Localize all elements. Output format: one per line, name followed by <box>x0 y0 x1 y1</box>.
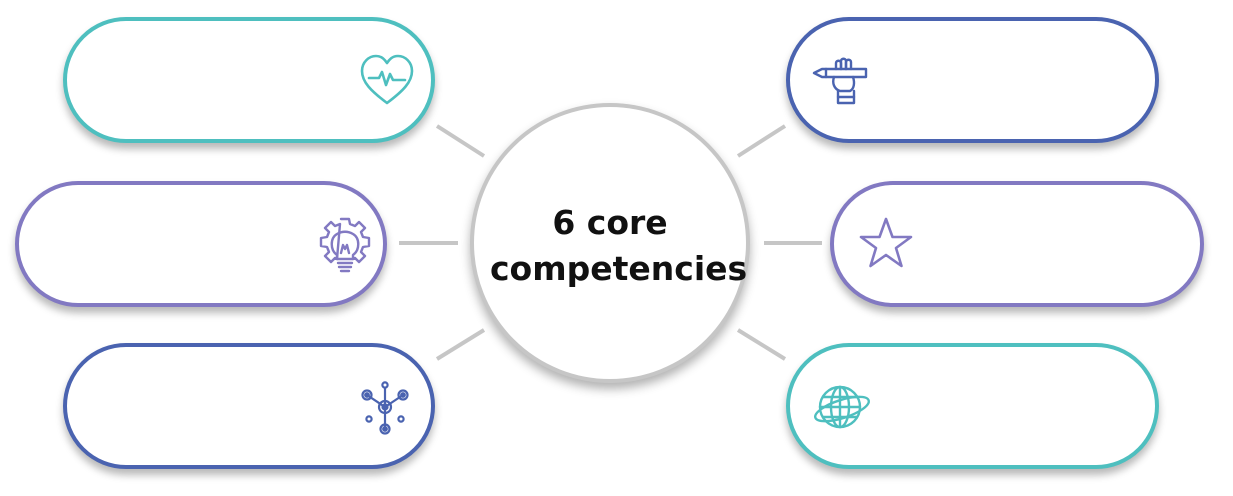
connector-top-right <box>736 124 787 158</box>
network-nodes-icon <box>361 381 409 435</box>
hand-pen-icon <box>812 57 868 105</box>
competency-pill-middle-left <box>15 181 387 307</box>
globe-orbit-icon <box>814 385 870 429</box>
connector-top-left <box>435 124 486 158</box>
competency-pill-bottom-left <box>63 343 435 469</box>
hub-title-line-2: competencies <box>490 249 748 288</box>
hub-title: 6 core competencies <box>490 200 748 292</box>
central-hub-circle: 6 core competencies <box>470 103 750 383</box>
competency-pill-middle-right <box>830 181 1204 307</box>
star-icon <box>859 217 913 268</box>
lightbulb-gear-icon <box>319 217 371 273</box>
connector-bottom-left <box>435 328 486 361</box>
heart-pulse-icon <box>360 54 414 105</box>
competency-pill-top-right <box>786 17 1159 143</box>
competency-pill-top-left <box>63 17 435 143</box>
connector-bottom-right <box>736 328 787 361</box>
competency-pill-bottom-right <box>786 343 1159 469</box>
hub-title-line-1: 6 core <box>552 203 668 242</box>
